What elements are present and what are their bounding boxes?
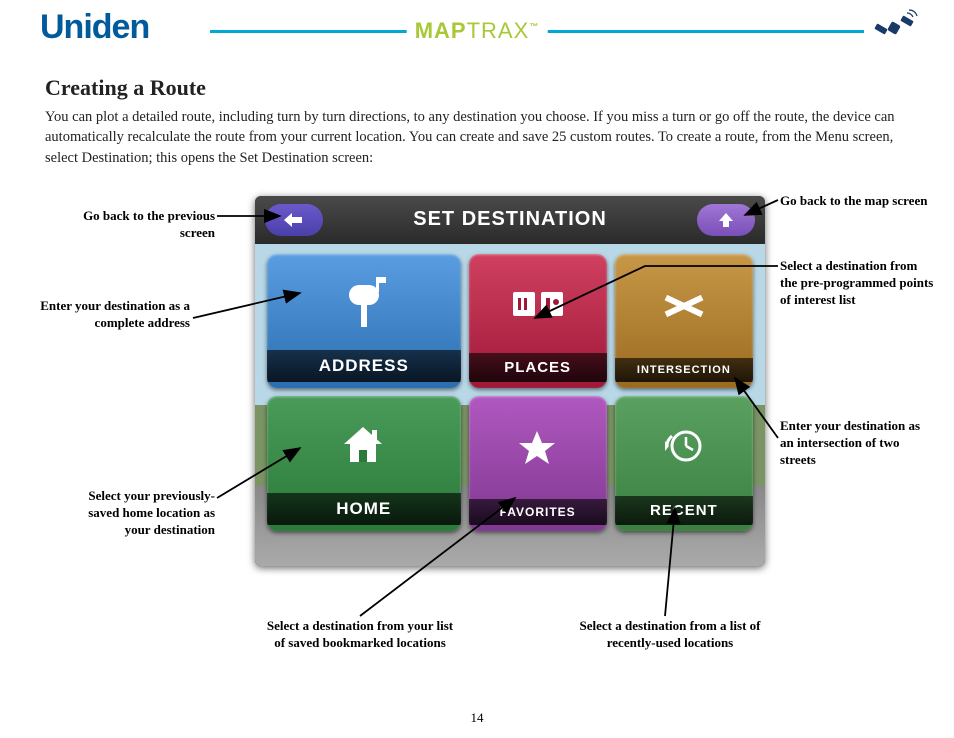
map-button[interactable] bbox=[697, 204, 755, 236]
callout-favorites: Select a destination from your list of s… bbox=[260, 618, 460, 652]
places-icon bbox=[469, 254, 607, 354]
callout-intersection: Enter your destination as an intersectio… bbox=[780, 418, 935, 469]
satellite-icon bbox=[869, 8, 919, 48]
home-label: HOME bbox=[267, 493, 461, 525]
device-screen: SET DESTINATION bbox=[255, 196, 765, 566]
favorites-label: FAVORITES bbox=[469, 499, 607, 525]
page-number: 14 bbox=[0, 710, 954, 726]
callout-address: Enter your destination as a complete add… bbox=[40, 298, 190, 332]
intersection-button[interactable]: INTERSECTION bbox=[615, 254, 753, 389]
address-label: ADDRESS bbox=[267, 350, 461, 382]
intersection-icon bbox=[615, 254, 753, 359]
star-icon bbox=[469, 396, 607, 499]
places-button[interactable]: PLACES bbox=[469, 254, 607, 389]
home-icon bbox=[267, 396, 461, 493]
screen-title: SET DESTINATION bbox=[413, 208, 607, 231]
recent-label: RECENT bbox=[615, 496, 753, 525]
mailbox-icon bbox=[267, 254, 461, 351]
callout-recent: Select a destination from a list of rece… bbox=[570, 618, 770, 652]
callout-map: Go back to the map screen bbox=[780, 193, 935, 210]
places-label: PLACES bbox=[469, 353, 607, 382]
intro-text: You can plot a detailed route, including… bbox=[45, 107, 909, 168]
clock-icon bbox=[615, 396, 753, 496]
address-button[interactable]: ADDRESS bbox=[267, 254, 461, 389]
section-title: Creating a Route bbox=[45, 75, 909, 101]
annotated-diagram: SET DESTINATION bbox=[45, 188, 909, 708]
favorites-button[interactable]: FAVORITES bbox=[469, 396, 607, 531]
callout-home: Select your previously-saved home locati… bbox=[65, 488, 215, 539]
back-button[interactable] bbox=[265, 204, 323, 236]
uniden-logo: Uniden bbox=[40, 8, 149, 47]
intersection-label: INTERSECTION bbox=[615, 358, 753, 382]
callout-back: Go back to the previous screen bbox=[65, 208, 215, 242]
title-bar: SET DESTINATION bbox=[255, 196, 765, 244]
home-button[interactable]: HOME bbox=[267, 396, 461, 531]
recent-button[interactable]: RECENT bbox=[615, 396, 753, 531]
callout-places: Select a destination from the pre-progra… bbox=[780, 258, 935, 309]
maptrax-logo: MAPTRAX™ bbox=[407, 18, 548, 44]
page-header: Uniden MAPTRAX™ bbox=[0, 0, 954, 55]
